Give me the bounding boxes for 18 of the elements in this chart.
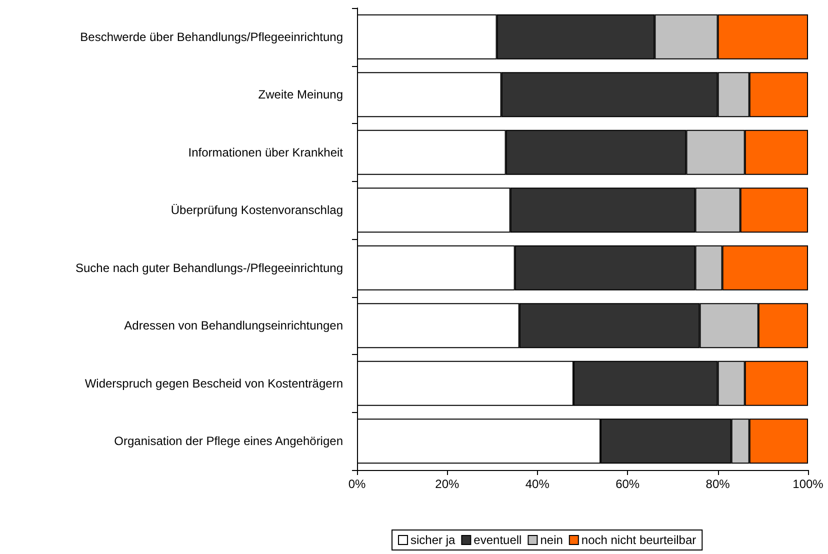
y-tick-label: Organisation der Pflege eines Angehörigen xyxy=(114,434,343,448)
y-tick-label: Adressen von Behandlungseinrichtungen xyxy=(124,318,343,333)
x-tick-label: 20% xyxy=(435,477,460,491)
y-tick-label: Beschwerde über Behandlungs/Pflegeeinrichtung xyxy=(80,30,343,44)
x-tick-label: 60% xyxy=(616,477,640,491)
x-tick-label: 0% xyxy=(348,477,366,491)
y-tick-label: Suche nach guter Behandlungs-/Pflegeeinrichtung xyxy=(75,260,343,275)
y-tick-label: Zweite Meinung xyxy=(258,88,343,102)
legend-label: nein xyxy=(540,533,563,547)
x-tick-label: 100% xyxy=(792,477,824,491)
legend-label: eventuell xyxy=(474,533,522,547)
y-tick-label: Informationen über Krankheit xyxy=(188,145,344,160)
x-tick-label: 40% xyxy=(525,477,550,491)
y-tick-label: Widerspruch gegen Bescheid von Kostenträgern xyxy=(84,376,343,390)
legend-label: sicher ja xyxy=(410,533,456,547)
legend-label: noch nicht beurteilbar xyxy=(581,533,696,547)
y-tick-label: Überprüfung Kostenvoranschlag xyxy=(170,203,343,218)
x-tick-label: 80% xyxy=(706,477,730,491)
